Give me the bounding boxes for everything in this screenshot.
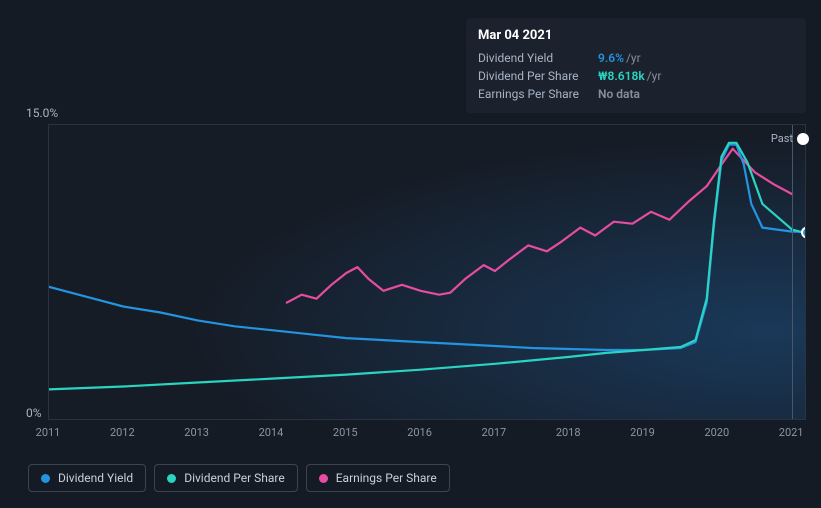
tooltip-row: Earnings Per ShareNo data bbox=[478, 85, 794, 103]
tooltip-row-unit: /yr bbox=[626, 51, 641, 65]
x-axis-tick: 2015 bbox=[333, 426, 358, 439]
chart-plot-area[interactable] bbox=[48, 124, 806, 420]
legend-dot-icon bbox=[167, 474, 176, 483]
x-axis: 2011201220132014201520162017201820192020… bbox=[48, 426, 806, 446]
past-badge: Past bbox=[771, 132, 809, 145]
x-axis-tick: 2013 bbox=[184, 426, 209, 439]
x-axis-tick: 2012 bbox=[110, 426, 135, 439]
chart-container: Mar 04 2021 Dividend Yield9.6% /yrDivide… bbox=[0, 0, 821, 508]
tooltip-row: Dividend Per Share₩8.618k /yr bbox=[478, 67, 794, 85]
tooltip: Mar 04 2021 Dividend Yield9.6% /yrDivide… bbox=[466, 18, 806, 113]
legend-item-label: Earnings Per Share bbox=[336, 471, 437, 485]
legend-dot-icon bbox=[41, 474, 50, 483]
past-label: Past bbox=[771, 132, 793, 145]
tooltip-row-label: Earnings Per Share bbox=[478, 87, 598, 101]
x-axis-tick: 2016 bbox=[407, 426, 432, 439]
tooltip-row-value: 9.6% bbox=[598, 51, 624, 65]
tooltip-row-unit: /yr bbox=[647, 69, 662, 83]
y-axis-top-label: 15.0% bbox=[26, 106, 58, 120]
x-axis-tick: 2019 bbox=[630, 426, 655, 439]
tooltip-row-label: Dividend Yield bbox=[478, 51, 598, 65]
x-axis-tick: 2021 bbox=[779, 426, 804, 439]
series-dividend_per_share bbox=[49, 143, 806, 390]
series-earnings_per_share bbox=[287, 149, 792, 303]
x-axis-tick: 2017 bbox=[482, 426, 507, 439]
x-axis-tick: 2014 bbox=[259, 426, 284, 439]
tooltip-row-value: ₩8.618k bbox=[598, 69, 645, 83]
legend-item[interactable]: Earnings Per Share bbox=[306, 464, 450, 492]
x-axis-tick: 2011 bbox=[36, 426, 61, 439]
legend-item-label: Dividend Per Share bbox=[184, 471, 285, 485]
legend-dot-icon bbox=[319, 474, 328, 483]
series-end-marker bbox=[802, 228, 806, 238]
legend-item[interactable]: Dividend Per Share bbox=[154, 464, 298, 492]
series-dividend_yield bbox=[49, 145, 806, 350]
tooltip-row: Dividend Yield9.6% /yr bbox=[478, 49, 794, 67]
legend-item-label: Dividend Yield bbox=[58, 471, 133, 485]
x-axis-tick: 2020 bbox=[704, 426, 729, 439]
legend-item[interactable]: Dividend Yield bbox=[28, 464, 146, 492]
y-axis-bottom-label: 0% bbox=[26, 406, 42, 420]
legend: Dividend Yield Dividend Per Share Earnings… bbox=[28, 464, 450, 492]
tooltip-row-label: Dividend Per Share bbox=[478, 69, 598, 83]
chart-svg bbox=[49, 125, 806, 420]
tooltip-row-value: No data bbox=[598, 87, 640, 101]
tooltip-guideline bbox=[792, 125, 793, 419]
x-axis-tick: 2018 bbox=[556, 426, 581, 439]
tooltip-date: Mar 04 2021 bbox=[478, 28, 794, 43]
past-dot-icon bbox=[797, 133, 809, 145]
